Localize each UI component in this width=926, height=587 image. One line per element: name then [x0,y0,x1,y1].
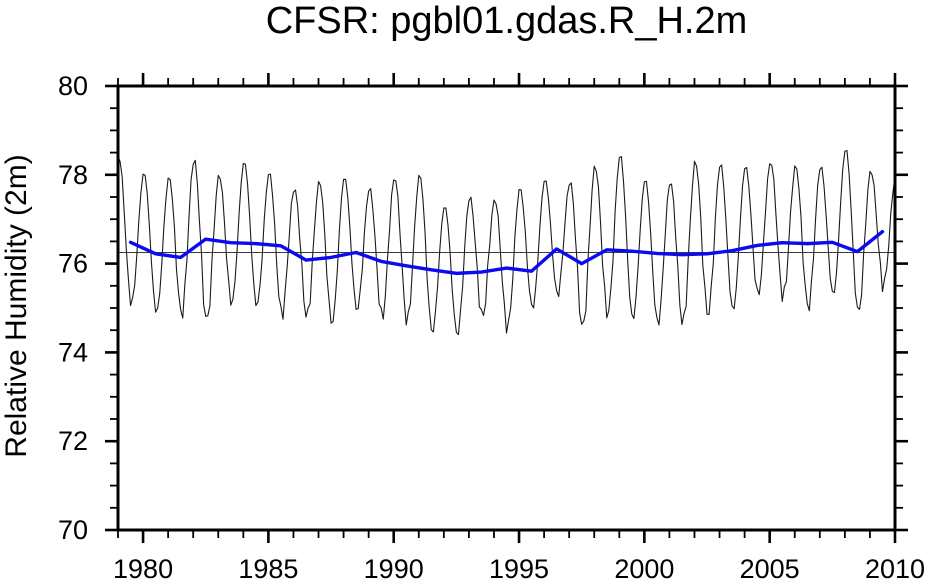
x-tick-label: 1985 [238,554,298,584]
x-tick-label: 1990 [364,554,424,584]
y-tick-label: 70 [58,515,88,545]
chart-title: CFSR: pgbl01.gdas.R_H.2m [265,0,748,42]
x-tick-label: 1980 [113,554,173,584]
y-tick-label: 72 [58,426,88,456]
annual-mean-line [128,229,885,276]
x-tick-label: 2005 [740,554,800,584]
y-tick-label: 80 [58,71,88,101]
y-tick-label: 78 [58,160,88,190]
monthly-series-line [117,149,896,336]
y-tick-label: 74 [58,337,88,367]
plot-frame [116,84,897,532]
x-tick-label: 1995 [489,554,549,584]
y-tick-label: 76 [58,249,88,279]
x-tick-label: 2000 [614,554,674,584]
x-tick-label: 2010 [865,554,925,584]
